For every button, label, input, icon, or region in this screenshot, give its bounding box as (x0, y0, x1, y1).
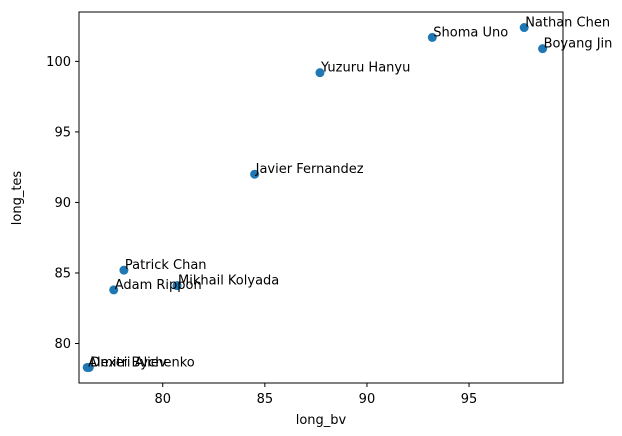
x-tick-label: 95 (461, 392, 478, 407)
y-tick-label: 100 (46, 55, 71, 70)
point-label: Alexei Bychenko (88, 355, 195, 370)
x-axis: 80 85 90 95 (154, 383, 477, 407)
data-point (538, 44, 548, 54)
data-points (82, 23, 548, 372)
data-point (172, 281, 182, 291)
point-label: Patrick Chan (125, 258, 207, 273)
data-point (109, 285, 119, 295)
data-point (82, 362, 92, 372)
point-label: Mikhail Kolyada (178, 274, 279, 289)
point-label: Javier Fernandez (255, 162, 364, 177)
y-axis: 80 85 90 95 100 (46, 55, 79, 352)
y-tick-label: 95 (54, 125, 71, 140)
y-axis-title: long_tes (10, 171, 25, 226)
x-tick-label: 80 (154, 392, 171, 407)
y-tick-label: 80 (54, 337, 71, 352)
x-axis-title: long_bv (296, 413, 347, 428)
data-point (119, 265, 129, 275)
data-point (427, 32, 437, 42)
data-point (250, 169, 260, 179)
plot-frame (78, 11, 564, 384)
y-tick-label: 90 (54, 196, 71, 211)
point-label: Adam Rippon (115, 278, 202, 293)
point-labels: Nathan Chen Shoma Uno Boyang Jin Yuzuru Han… (88, 16, 612, 371)
y-tick-label: 85 (54, 266, 71, 281)
point-label: Dmitri Aliev (90, 355, 167, 370)
x-tick-label: 90 (359, 392, 376, 407)
point-label: Boyang Jin (544, 37, 613, 52)
point-label: Yuzuru Hanyu (320, 61, 410, 76)
point-label: Shoma Uno (433, 25, 508, 40)
x-tick-label: 85 (257, 392, 274, 407)
data-point (519, 23, 529, 33)
point-label: Nathan Chen (525, 16, 610, 31)
data-point (315, 68, 325, 78)
